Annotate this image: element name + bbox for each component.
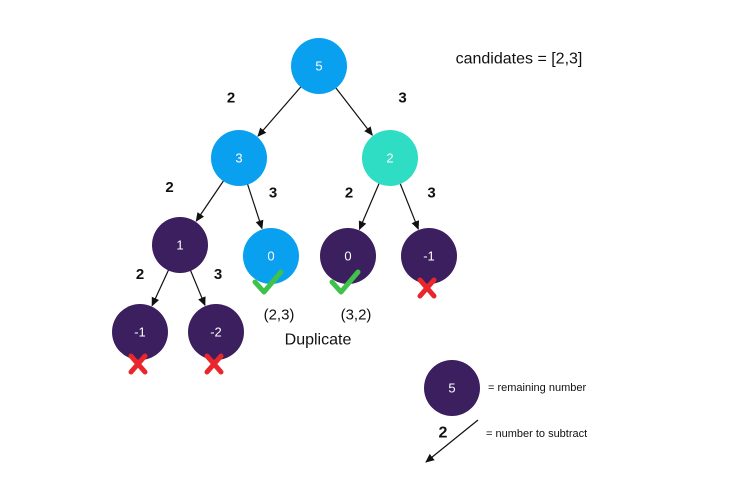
node-label-n3: 3 — [235, 151, 242, 166]
edge-n2-to-n0b — [358, 181, 381, 231]
edge-n3-to-n0a — [246, 182, 264, 230]
result-caption-n0a: (2,3) — [264, 307, 295, 324]
node-n2 — [362, 130, 418, 186]
tree-edges: 2 3 2 3 2 3 2 3 — [136, 85, 436, 307]
node-label-n0b: 0 — [344, 249, 351, 264]
check-icon — [252, 269, 284, 295]
legend-node-text: = remaining number — [488, 382, 586, 394]
edge-label-n5-to-n3: 2 — [227, 90, 235, 107]
node-n0b — [320, 228, 376, 284]
node-label-nm1a: -1 — [423, 249, 435, 264]
edge-label-n3-to-n1: 2 — [165, 179, 173, 196]
node-n5 — [291, 38, 347, 94]
result-captions: (2,3) (3,2) — [264, 307, 372, 324]
edge-n1-to-nm1b — [151, 268, 170, 307]
node-label-n2: 2 — [386, 151, 393, 166]
legend-edge-text: = number to subtract — [486, 428, 587, 440]
tree-nodes: 5 3 2 1 0 0 -1 -1 -2 — [112, 38, 457, 360]
legend-edge-label: 2 — [439, 425, 448, 442]
edge-label-n5-to-n2: 3 — [398, 90, 406, 107]
cross-icon — [417, 277, 437, 299]
node-label-n1: 1 — [176, 238, 183, 253]
node-label-n0a: 0 — [267, 249, 274, 264]
node-nm1b — [112, 304, 168, 360]
edge-n5-to-n3 — [257, 85, 303, 137]
legend-edge-arrow — [425, 419, 479, 463]
edge-n1-to-nm2 — [189, 268, 206, 307]
node-nm2 — [188, 304, 244, 360]
legend: 5 = remaining number 2 = number to subtr… — [424, 360, 587, 463]
cross-icon — [204, 353, 224, 375]
edge-n3-to-n1 — [195, 179, 225, 222]
candidates-title: candidates = [2,3] — [456, 51, 583, 68]
legend-node-circle — [424, 360, 480, 416]
edge-label-n2-to-n0b: 2 — [345, 185, 353, 202]
edge-label-n3-to-n0a: 3 — [269, 185, 277, 202]
edge-label-n1-to-nm2: 3 — [214, 266, 222, 283]
edge-label-n1-to-nm1b: 2 — [136, 266, 144, 283]
node-n0a — [243, 228, 299, 284]
node-label-nm1b: -1 — [134, 325, 146, 340]
node-n1 — [152, 217, 208, 273]
node-nm1a — [401, 228, 457, 284]
node-label-nm2: -2 — [210, 325, 222, 340]
node-n3 — [211, 130, 267, 186]
edge-label-n2-to-nm1a: 3 — [427, 185, 435, 202]
cross-icon — [128, 353, 148, 375]
edge-n5-to-n2 — [334, 86, 373, 136]
result-marks — [128, 269, 437, 375]
duplicate-label: Duplicate — [285, 332, 352, 349]
result-caption-n0b: (3,2) — [341, 307, 372, 324]
check-icon — [329, 269, 361, 295]
node-label-n5: 5 — [315, 59, 322, 74]
edge-n2-to-nm1a — [399, 181, 420, 230]
legend-node-label: 5 — [448, 381, 455, 396]
